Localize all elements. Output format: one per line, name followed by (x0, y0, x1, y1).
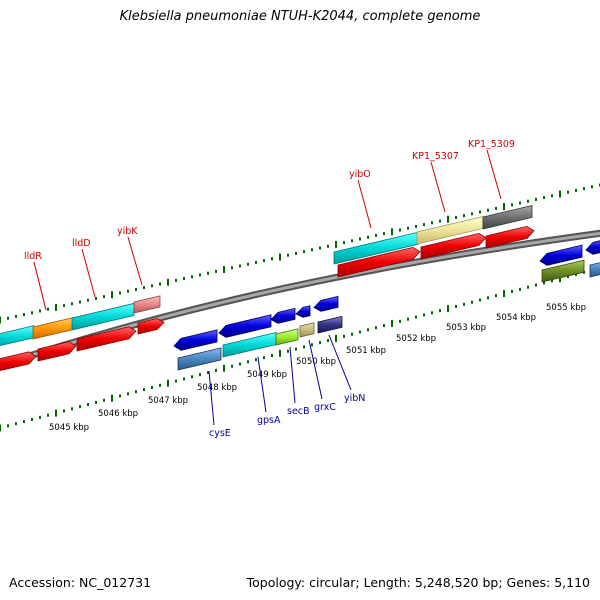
leader-line (308, 339, 323, 400)
leader-line (257, 356, 267, 413)
gene-label-reverse: yibN (344, 393, 365, 404)
gene-red-6 (420, 232, 487, 260)
scale-label: 5047 kbp (148, 396, 188, 406)
leader-line (127, 236, 143, 286)
leader-line (357, 179, 372, 229)
gene-red-7 (485, 225, 535, 249)
gene-label-forward: yibK (117, 226, 138, 237)
gene-yibK (133, 295, 161, 314)
gene-KP1-5309 (482, 204, 533, 230)
gene-label-forward: KP1_5309 (468, 139, 515, 150)
gene-blue-5 (313, 295, 339, 312)
scale-label: 5053 kbp (446, 323, 486, 333)
scale-label: 5055 kbp (546, 303, 586, 313)
gene-label-reverse: grxC (314, 402, 336, 413)
gene-label-reverse: gpsA (257, 415, 281, 426)
gene-red-3 (76, 326, 137, 352)
scale-ticks (0, 183, 600, 432)
leader-line (430, 161, 446, 213)
backbone-core (0, 231, 600, 368)
gene-label-forward: KP1_5307 (412, 151, 459, 162)
gene-red-1 (0, 351, 37, 372)
gene-blue-4 (295, 305, 311, 318)
gene-olive (541, 259, 585, 283)
gene-blue-2 (218, 314, 272, 338)
scale-label: 5050 kbp (296, 357, 336, 367)
topology-label: Topology: circular; Length: 5,248,520 bp… (246, 575, 590, 590)
lower-tick-row (0, 266, 600, 432)
leader-line (289, 346, 296, 404)
gene-cyan-left (0, 325, 35, 347)
gene-blue-7 (585, 240, 600, 255)
gene-yibO (333, 231, 419, 265)
scale-label: 5049 kbp (247, 370, 287, 380)
gene-features (0, 204, 600, 372)
gene-lldR (32, 317, 74, 340)
gene-label-forward: yibO (349, 169, 371, 180)
accession-label: Accession: NC_012731 (9, 575, 152, 590)
scale-label: 5054 kbp (496, 313, 536, 323)
scale-label: 5051 kbp (346, 346, 386, 356)
gene-lldD (71, 302, 135, 331)
scale-label: 5052 kbp (396, 334, 436, 344)
scale-label: 5046 kbp (98, 409, 138, 419)
scale-label: 5048 kbp (197, 383, 237, 393)
backbone-outline (0, 229, 600, 370)
gene-cysE (177, 347, 222, 371)
gene-blue-3 (270, 307, 296, 324)
gene-red-4 (137, 318, 165, 335)
scale-label: 5045 kbp (49, 423, 89, 433)
leader-line (208, 370, 215, 426)
gene-label-reverse: secB (287, 406, 310, 417)
gene-blue-6 (539, 244, 583, 266)
gene-labels: 5045 kbp 5046 kbp 5047 kbp 5048 kbp 5049 kbp… (24, 139, 586, 439)
gene-grxC (299, 322, 315, 338)
gene-secB (275, 328, 299, 346)
leader-line (328, 334, 352, 391)
genome-title: Klebsiella pneumoniae NTUH-K2044, comple… (119, 9, 481, 24)
gene-label-forward: lldD (72, 238, 91, 249)
gene-red-2 (37, 341, 77, 362)
gene-steel-right (589, 262, 600, 278)
gene-red-5 (337, 246, 421, 278)
leader-line (33, 261, 47, 311)
upper-tick-row (0, 183, 600, 324)
genome-backbone (0, 229, 600, 370)
leader-line (81, 248, 96, 298)
gene-label-forward: lldR (24, 251, 42, 262)
leader-line (486, 149, 502, 200)
gene-blue-1 (173, 329, 218, 351)
gene-label-reverse: cysE (209, 428, 231, 439)
gene-yibN (317, 315, 343, 334)
